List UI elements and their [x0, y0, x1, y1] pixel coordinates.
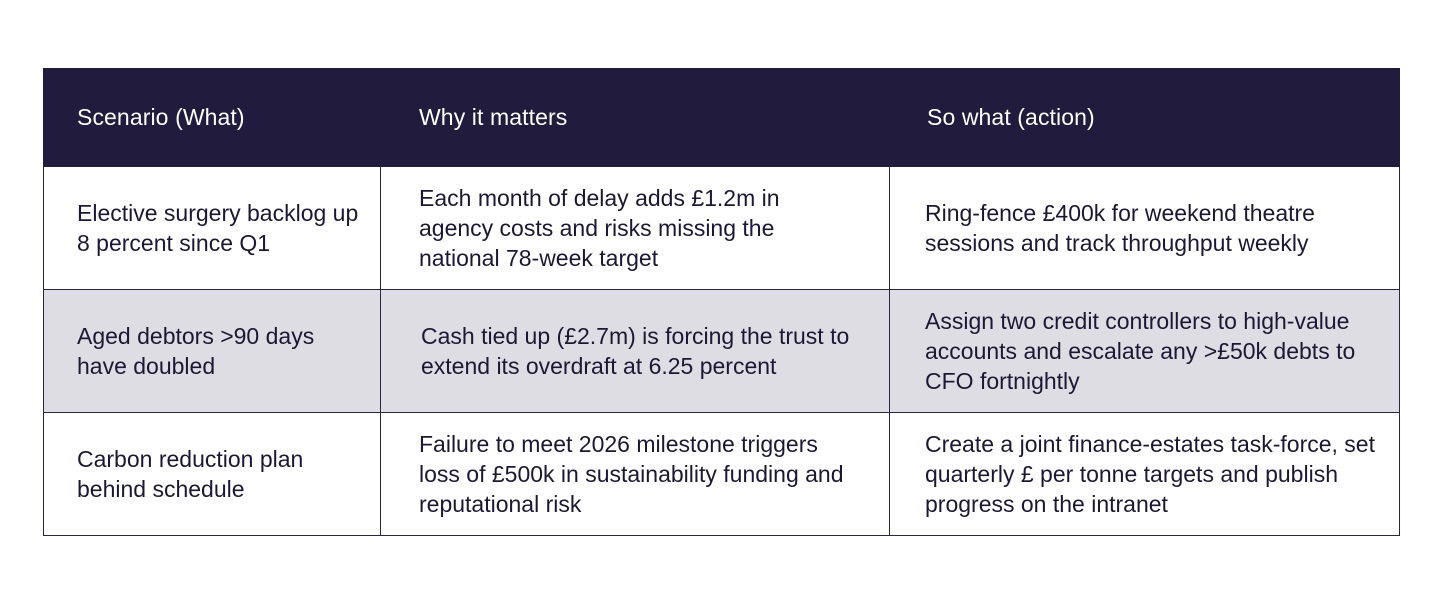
cell-action: Ring-fence £400k for weekend theatre ses… [889, 166, 1400, 290]
cell-action: Assign two credit controllers to high-va… [889, 289, 1400, 413]
header-row: Scenario (What) Why it matters So what (… [43, 68, 1400, 167]
cell-scenario: Carbon reduction plan behind schedule [43, 412, 381, 536]
table-body: Elective surgery backlog up 8 percent si… [43, 166, 1400, 536]
cell-why: Failure to meet 2026 milestone triggers … [380, 412, 890, 536]
cell-why: Cash tied up (£2.7m) is forcing the trus… [380, 289, 890, 413]
cell-scenario: Aged debtors >90 days have doubled [43, 289, 381, 413]
column-header-scenario: Scenario (What) [43, 68, 381, 167]
table-row: Carbon reduction plan behind schedule Fa… [43, 412, 1400, 536]
column-header-why: Why it matters [380, 68, 890, 167]
table-row: Elective surgery backlog up 8 percent si… [43, 166, 1400, 290]
cell-why: Each month of delay adds £1.2m in agency… [380, 166, 890, 290]
cell-scenario: Elective surgery backlog up 8 percent si… [43, 166, 381, 290]
table-header: Scenario (What) Why it matters So what (… [43, 68, 1400, 167]
column-header-action: So what (action) [889, 68, 1400, 167]
cell-action: Create a joint finance-estates task-forc… [889, 412, 1400, 536]
scenario-table: Scenario (What) Why it matters So what (… [43, 68, 1400, 536]
table-row: Aged debtors >90 days have doubled Cash … [43, 289, 1400, 413]
